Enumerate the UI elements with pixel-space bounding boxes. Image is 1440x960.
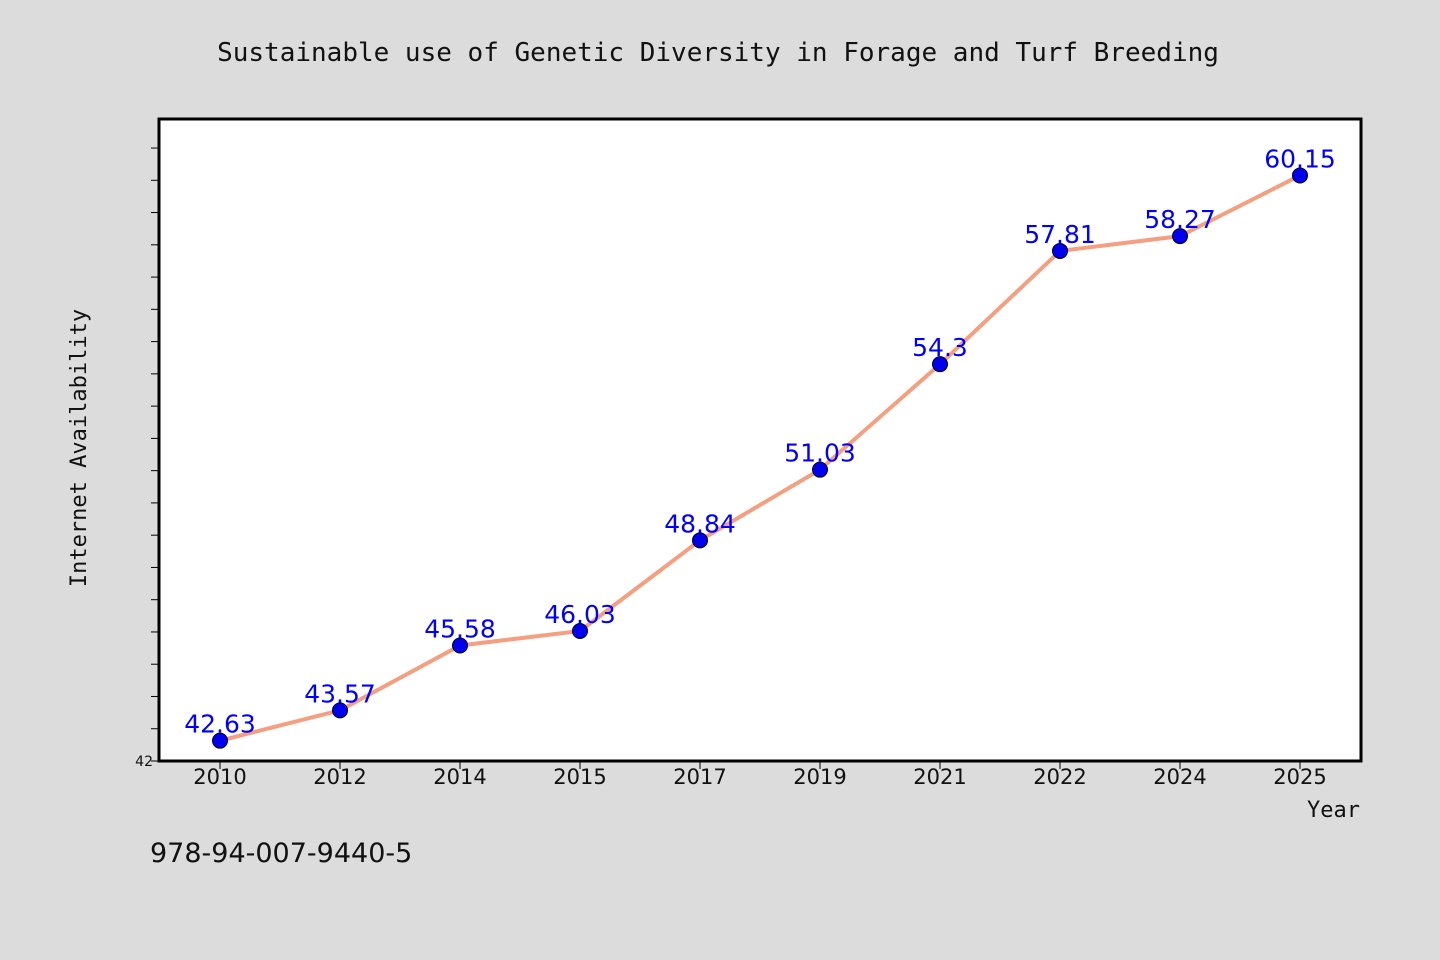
data-point (692, 532, 708, 549)
data-label: 51.03 (784, 439, 856, 468)
data-labels: 42.63 43.57 45.58 46.03 48.84 51.03 54.3 57.81 5… (184, 144, 1336, 738)
series-line-group (218, 173, 1302, 743)
y-axis-ticks (151, 147, 159, 762)
data-point (572, 622, 588, 639)
plot-area (157, 117, 1363, 763)
data-label: 45.58 (424, 615, 496, 644)
data-markers (212, 167, 1308, 749)
data-point (452, 637, 468, 654)
data-label: 43.57 (304, 679, 376, 708)
x-tick-label: 2025 (1273, 765, 1326, 789)
data-label: 58.27 (1144, 205, 1216, 234)
x-tick-label: 2010 (193, 765, 246, 789)
data-point (932, 356, 948, 373)
x-axis-ticks (219, 761, 1301, 769)
x-tick-label: 2019 (793, 765, 846, 789)
chart-title: Sustainable use of Genetic Diversity in … (217, 38, 1219, 68)
series-line (218, 173, 1302, 743)
y-axis-min-label: 42 (135, 754, 153, 770)
data-point (212, 732, 228, 749)
x-axis-label: Year (1307, 798, 1360, 823)
data-point (812, 461, 828, 478)
x-tick-label: 2017 (673, 765, 726, 789)
data-label: 57.81 (1024, 220, 1096, 249)
data-label: 54.3 (912, 333, 968, 362)
y-axis-label: Internet Availability (67, 309, 92, 587)
isbn-footer: 978-94-007-9440-5 (150, 838, 412, 869)
x-tick-label: 2021 (913, 765, 966, 789)
x-tick-label: 2014 (433, 765, 486, 789)
x-tick-label: 2024 (1153, 765, 1206, 789)
data-label: 60.15 (1264, 144, 1336, 173)
x-tick-label: 2012 (313, 765, 366, 789)
data-point (332, 702, 348, 719)
data-label: 46.03 (544, 600, 616, 629)
x-tick-label: 2015 (553, 765, 606, 789)
data-point (1172, 228, 1188, 245)
x-tick-labels: 2010 2012 2014 2015 2017 2019 2021 2022 2024 2025 (193, 765, 1326, 789)
data-label: 42.63 (184, 710, 256, 739)
data-label: 48.84 (664, 509, 736, 538)
data-point (1052, 242, 1068, 259)
data-point (1292, 167, 1308, 184)
x-tick-label: 2022 (1033, 765, 1086, 789)
